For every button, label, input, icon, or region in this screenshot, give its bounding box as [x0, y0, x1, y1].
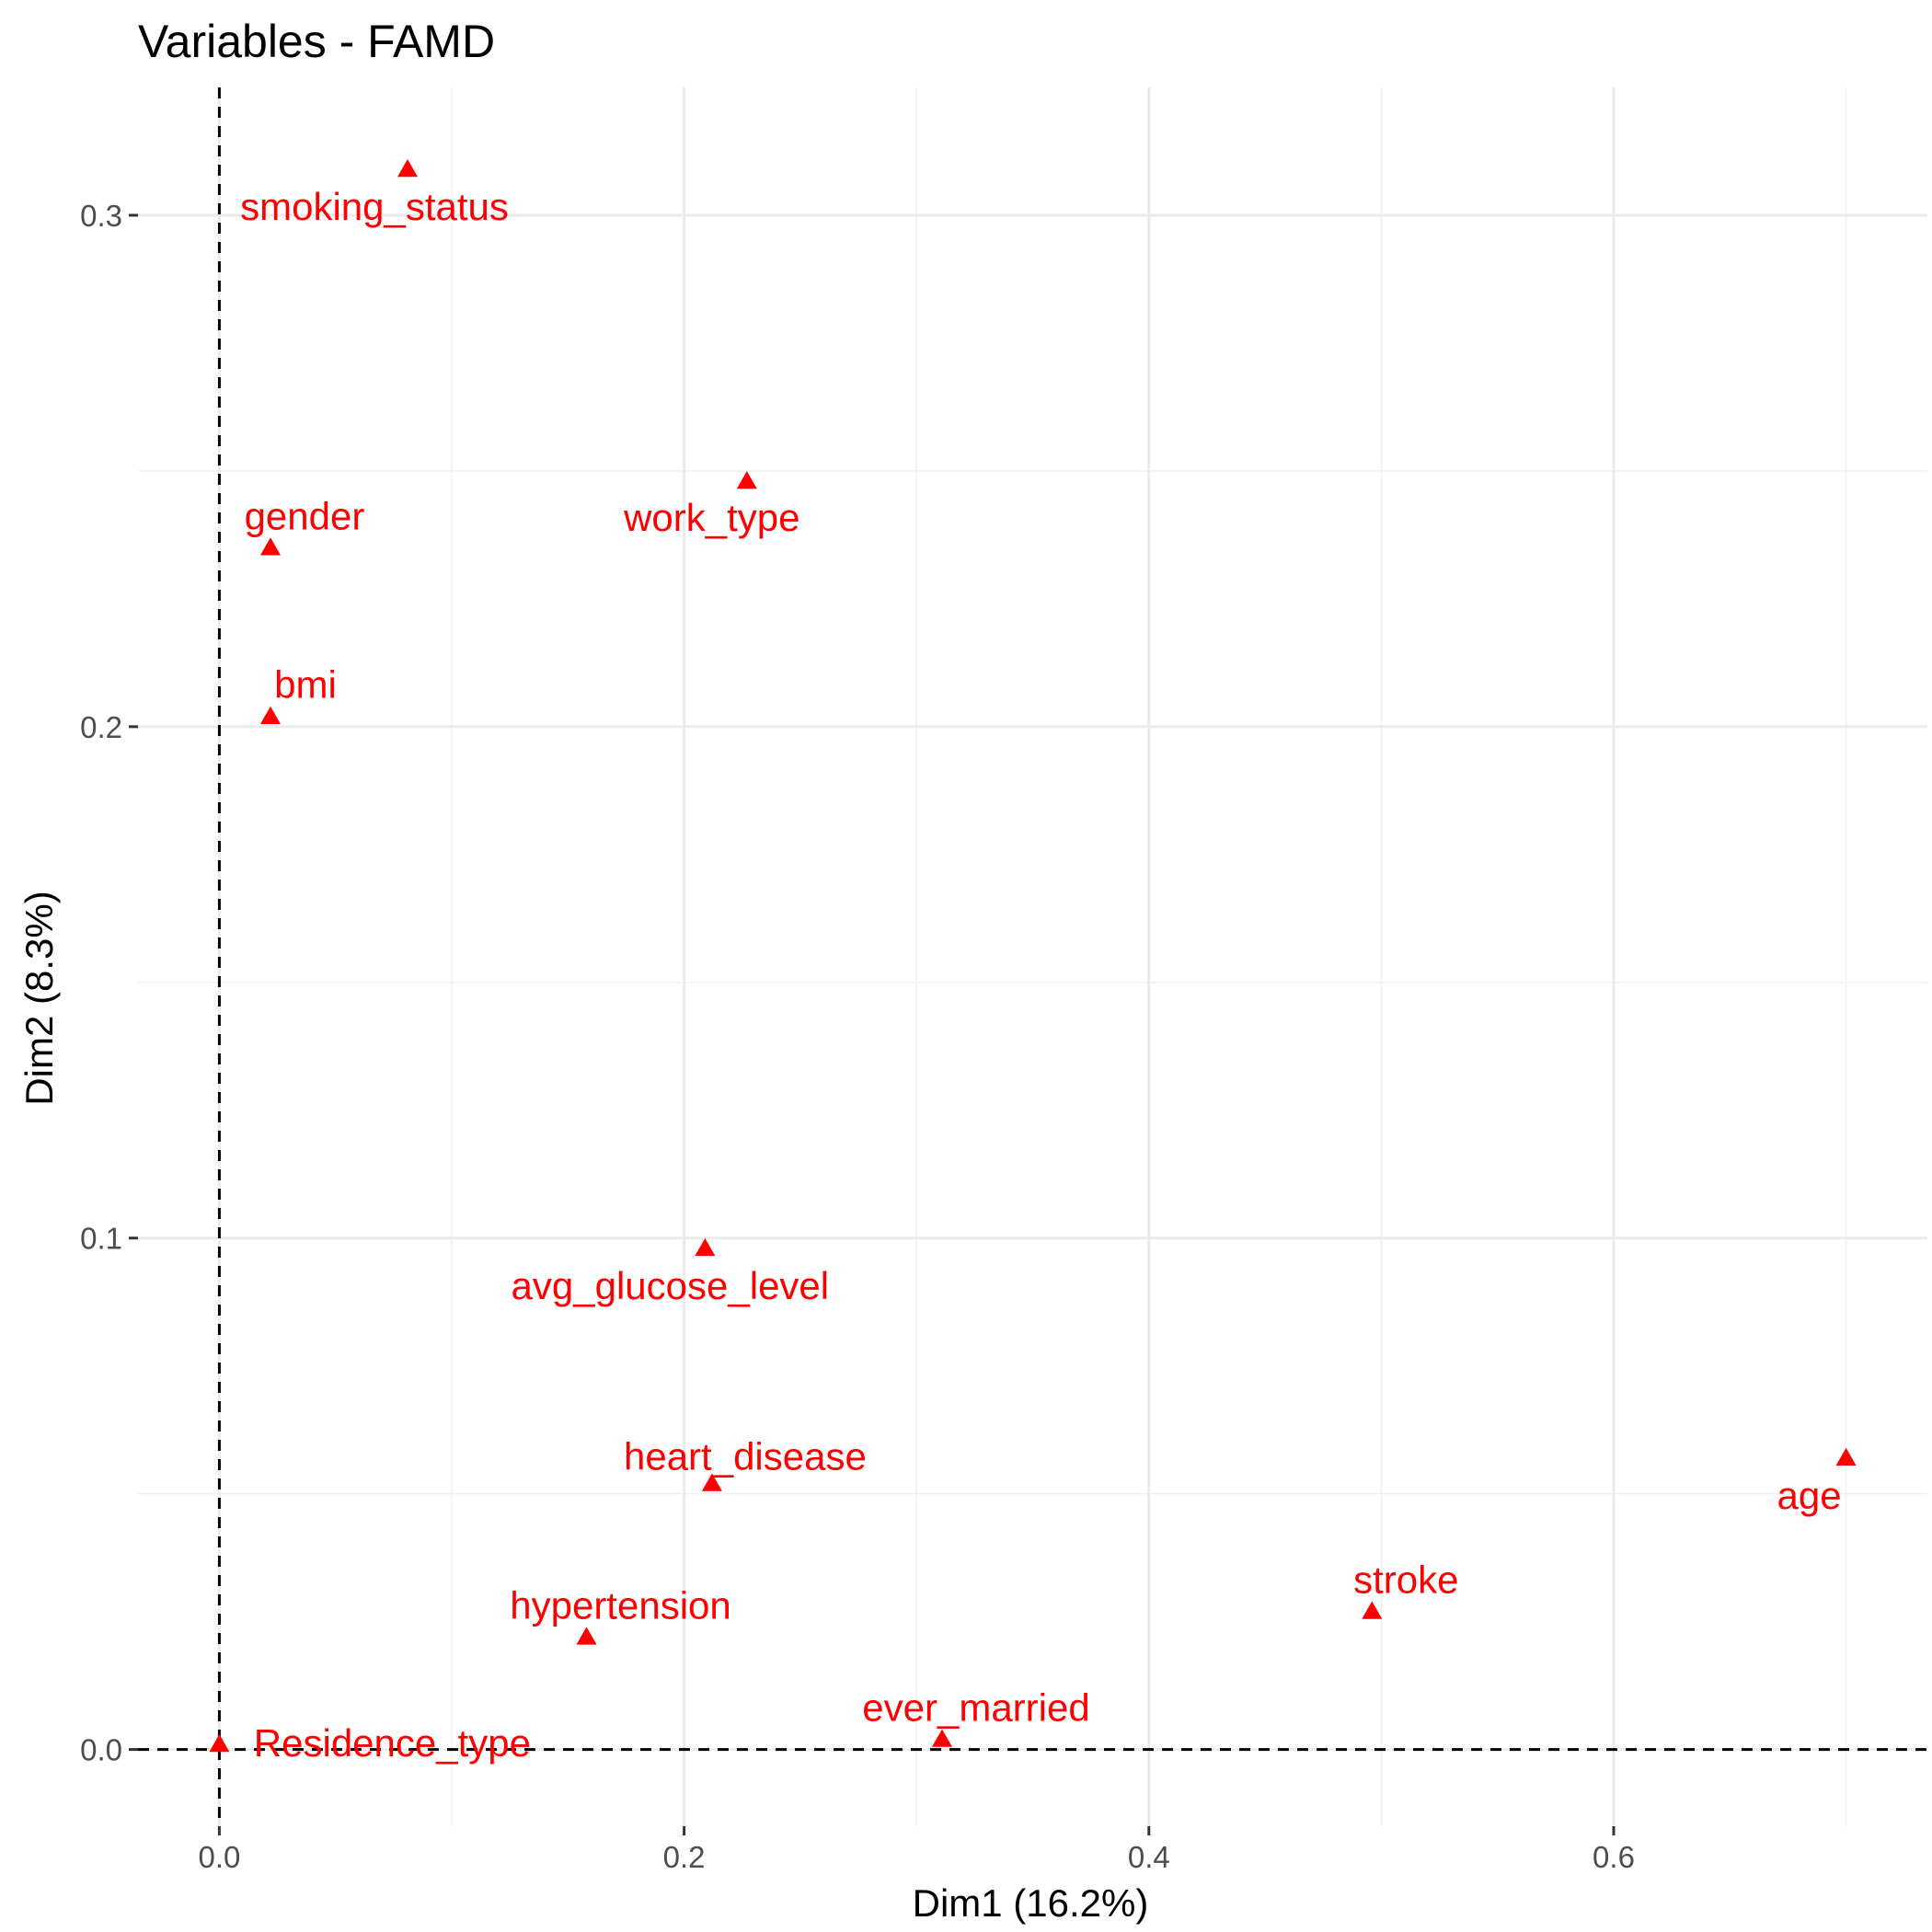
axes: 0.0 0.2 0.4 0.6 0.0 0.1 0.2 0.3	[80, 199, 1635, 1874]
y-tick-label: 0.3	[80, 199, 122, 233]
point-label: age	[1777, 1474, 1842, 1517]
point-label: stroke	[1353, 1558, 1458, 1602]
chart-title: Variables - FAMD	[138, 16, 495, 67]
point-label: work_type	[623, 496, 799, 539]
point-label: hypertension	[510, 1583, 731, 1627]
point-marker	[209, 1734, 230, 1753]
point-marker	[576, 1627, 597, 1645]
y-tick-label: 0.0	[80, 1733, 122, 1767]
point-label: avg_glucose_level	[512, 1264, 830, 1307]
y-tick-label: 0.1	[80, 1222, 122, 1256]
x-tick-label: 0.6	[1593, 1840, 1635, 1874]
y-axis-title: Dim2 (8.3%)	[17, 891, 61, 1105]
points: smoking_status work_type gender bmi avg_gluc…	[209, 158, 1857, 1765]
point-marker	[259, 706, 281, 724]
grid	[138, 87, 1927, 1826]
point-marker	[1835, 1447, 1857, 1466]
point-marker	[397, 158, 419, 178]
point-marker	[931, 1729, 952, 1747]
point-marker	[1362, 1601, 1383, 1619]
point-label: gender	[245, 494, 365, 537]
y-tick-label: 0.2	[80, 710, 122, 744]
point-marker	[695, 1237, 716, 1257]
point-label: ever_married	[862, 1686, 1089, 1730]
point-label: Residence_type	[254, 1721, 531, 1765]
reference-lines	[138, 87, 1927, 1826]
point-marker	[259, 537, 281, 556]
point-label: smoking_status	[240, 185, 509, 228]
point-marker	[701, 1473, 722, 1491]
x-tick-label: 0.0	[198, 1840, 240, 1874]
point-label: heart_disease	[624, 1435, 867, 1478]
x-tick-label: 0.2	[663, 1840, 706, 1874]
point-marker	[736, 471, 757, 489]
x-axis-title: Dim1 (16.2%)	[913, 1881, 1149, 1925]
point-label: bmi	[274, 663, 337, 707]
x-tick-label: 0.4	[1128, 1840, 1170, 1874]
